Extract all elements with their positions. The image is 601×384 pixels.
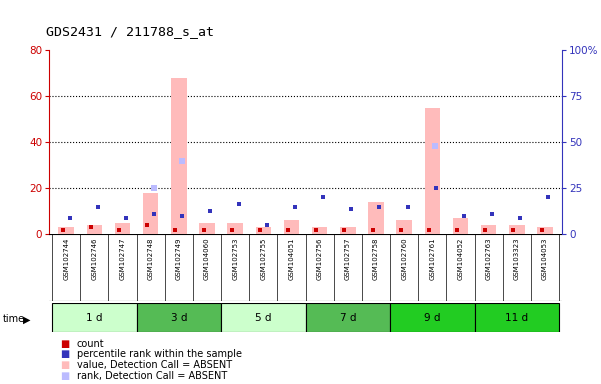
Text: GSM102761: GSM102761 <box>429 238 435 280</box>
Bar <box>171 78 186 234</box>
Text: count: count <box>77 339 105 349</box>
Bar <box>453 218 468 234</box>
Bar <box>221 303 305 332</box>
Text: GSM102744: GSM102744 <box>63 238 69 280</box>
Text: rank, Detection Call = ABSENT: rank, Detection Call = ABSENT <box>77 371 227 381</box>
Bar <box>52 303 136 332</box>
Text: 5 d: 5 d <box>255 313 272 323</box>
Bar <box>115 223 130 234</box>
Bar <box>200 223 215 234</box>
Text: ■: ■ <box>60 371 69 381</box>
Bar <box>340 227 356 234</box>
Bar <box>397 220 412 234</box>
Text: 7 d: 7 d <box>340 313 356 323</box>
Text: 1 d: 1 d <box>86 313 103 323</box>
Text: GSM102746: GSM102746 <box>91 238 97 280</box>
Text: 11 d: 11 d <box>505 313 528 323</box>
Text: GSM102748: GSM102748 <box>148 238 154 280</box>
Text: GSM104051: GSM104051 <box>288 238 294 280</box>
Text: GSM104060: GSM104060 <box>204 238 210 280</box>
Text: time: time <box>3 314 25 324</box>
Bar <box>425 108 440 234</box>
Text: GSM104052: GSM104052 <box>457 238 463 280</box>
Bar <box>136 303 221 332</box>
Text: value, Detection Call = ABSENT: value, Detection Call = ABSENT <box>77 360 232 370</box>
Bar <box>227 223 243 234</box>
Bar <box>284 220 299 234</box>
Text: GDS2431 / 211788_s_at: GDS2431 / 211788_s_at <box>46 25 215 38</box>
Text: ■: ■ <box>60 360 69 370</box>
Bar <box>481 225 496 234</box>
Text: GSM102760: GSM102760 <box>401 238 407 280</box>
Text: GSM102755: GSM102755 <box>260 238 266 280</box>
Text: GSM103323: GSM103323 <box>514 238 520 280</box>
Bar <box>368 202 384 234</box>
Bar <box>312 227 328 234</box>
Bar <box>475 303 559 332</box>
Bar <box>143 193 159 234</box>
Text: ■: ■ <box>60 349 69 359</box>
Text: percentile rank within the sample: percentile rank within the sample <box>77 349 242 359</box>
Text: 9 d: 9 d <box>424 313 441 323</box>
Text: GSM102749: GSM102749 <box>176 238 182 280</box>
Bar <box>58 227 74 234</box>
Text: GSM102753: GSM102753 <box>232 238 238 280</box>
Bar <box>87 225 102 234</box>
Text: GSM102758: GSM102758 <box>373 238 379 280</box>
Text: GSM102756: GSM102756 <box>317 238 323 280</box>
Bar <box>537 227 553 234</box>
Text: ▶: ▶ <box>23 314 30 324</box>
Bar <box>509 225 525 234</box>
Bar <box>255 227 271 234</box>
Text: ■: ■ <box>60 339 69 349</box>
Text: GSM102757: GSM102757 <box>345 238 351 280</box>
Text: GSM104053: GSM104053 <box>542 238 548 280</box>
Text: GSM102747: GSM102747 <box>120 238 126 280</box>
Bar <box>305 303 390 332</box>
Bar <box>390 303 475 332</box>
Text: GSM102763: GSM102763 <box>486 238 492 280</box>
Text: 3 d: 3 d <box>171 313 187 323</box>
